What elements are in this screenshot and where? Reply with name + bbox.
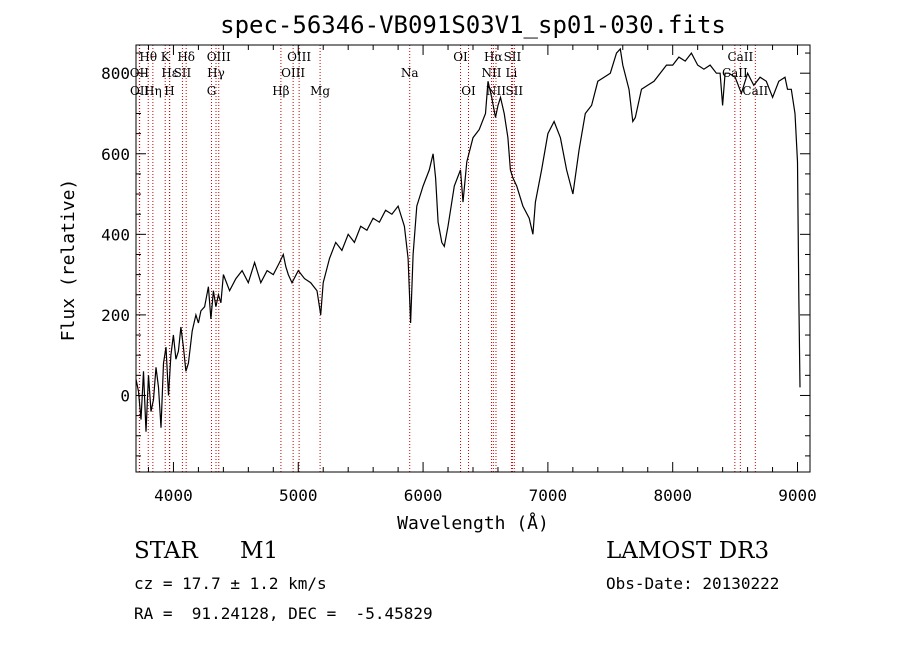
marker-label: Hε xyxy=(161,66,178,80)
marker-label: Hα xyxy=(484,50,503,64)
survey-name: LAMOST DR3 xyxy=(606,538,770,564)
marker-label: OII xyxy=(130,84,150,98)
line-markers xyxy=(138,45,756,472)
spectrum-line xyxy=(135,47,801,432)
marker-label: OI xyxy=(461,84,476,98)
y-axis-label: Flux (relative) xyxy=(58,179,79,342)
x-tick-label: 6000 xyxy=(404,486,443,505)
marker-label: Mg xyxy=(310,84,330,98)
coordinates: RA = 91.24128, DEC = -5.45829 xyxy=(134,604,433,623)
marker-label: OIII xyxy=(207,50,231,64)
x-tick-label: 5000 xyxy=(279,486,318,505)
marker-label: OIII xyxy=(287,50,311,64)
x-tick-label: 9000 xyxy=(778,486,817,505)
y-tick-label: 0 xyxy=(120,386,130,405)
x-tick-label: 7000 xyxy=(529,486,568,505)
plot-frame xyxy=(135,44,811,473)
marker-label: SII xyxy=(504,50,522,64)
marker-label: NII xyxy=(481,66,501,80)
x-axis-label: Wavelength (Å) xyxy=(397,512,549,534)
marker-label: CaII xyxy=(742,84,768,98)
marker-label: Hβ xyxy=(272,84,289,98)
marker-label: Hθ xyxy=(139,50,157,64)
x-tick-label: 4000 xyxy=(154,486,193,505)
marker-label: OI xyxy=(453,50,468,64)
y-tick-label: 400 xyxy=(101,225,130,244)
marker-label: SII xyxy=(174,66,192,80)
axis-ticks xyxy=(136,45,810,472)
marker-label: H xyxy=(164,84,174,98)
marker-label: G xyxy=(207,84,217,98)
marker-label: Li xyxy=(506,66,518,80)
redshift-velocity: cz = 17.7 ± 1.2 km/s xyxy=(134,574,327,593)
marker-label: K xyxy=(161,50,171,64)
marker-label: Hγ xyxy=(207,66,225,80)
chart-title: spec-56346-VB091S03V1_sp01-030.fits xyxy=(220,11,726,39)
marker-label: Na xyxy=(401,66,419,80)
marker-label: CaII xyxy=(722,66,748,80)
marker-label: SII xyxy=(505,84,523,98)
tick-labels: 4000 5000 6000 7000 8000 9000 0 200 400 600 800 xyxy=(101,64,817,505)
y-tick-label: 800 xyxy=(101,64,130,83)
marker-label: CaII xyxy=(727,50,753,64)
marker-label: Hη xyxy=(144,84,162,98)
marker-label: Hδ xyxy=(177,50,195,64)
x-tick-label: 8000 xyxy=(653,486,692,505)
y-tick-label: 200 xyxy=(101,306,130,325)
observation-date: Obs-Date: 20130222 xyxy=(606,574,780,593)
marker-label: OIII xyxy=(281,66,305,80)
y-tick-label: 600 xyxy=(101,145,130,164)
object-type: STAR xyxy=(134,538,198,564)
subclass: M1 xyxy=(240,538,279,564)
